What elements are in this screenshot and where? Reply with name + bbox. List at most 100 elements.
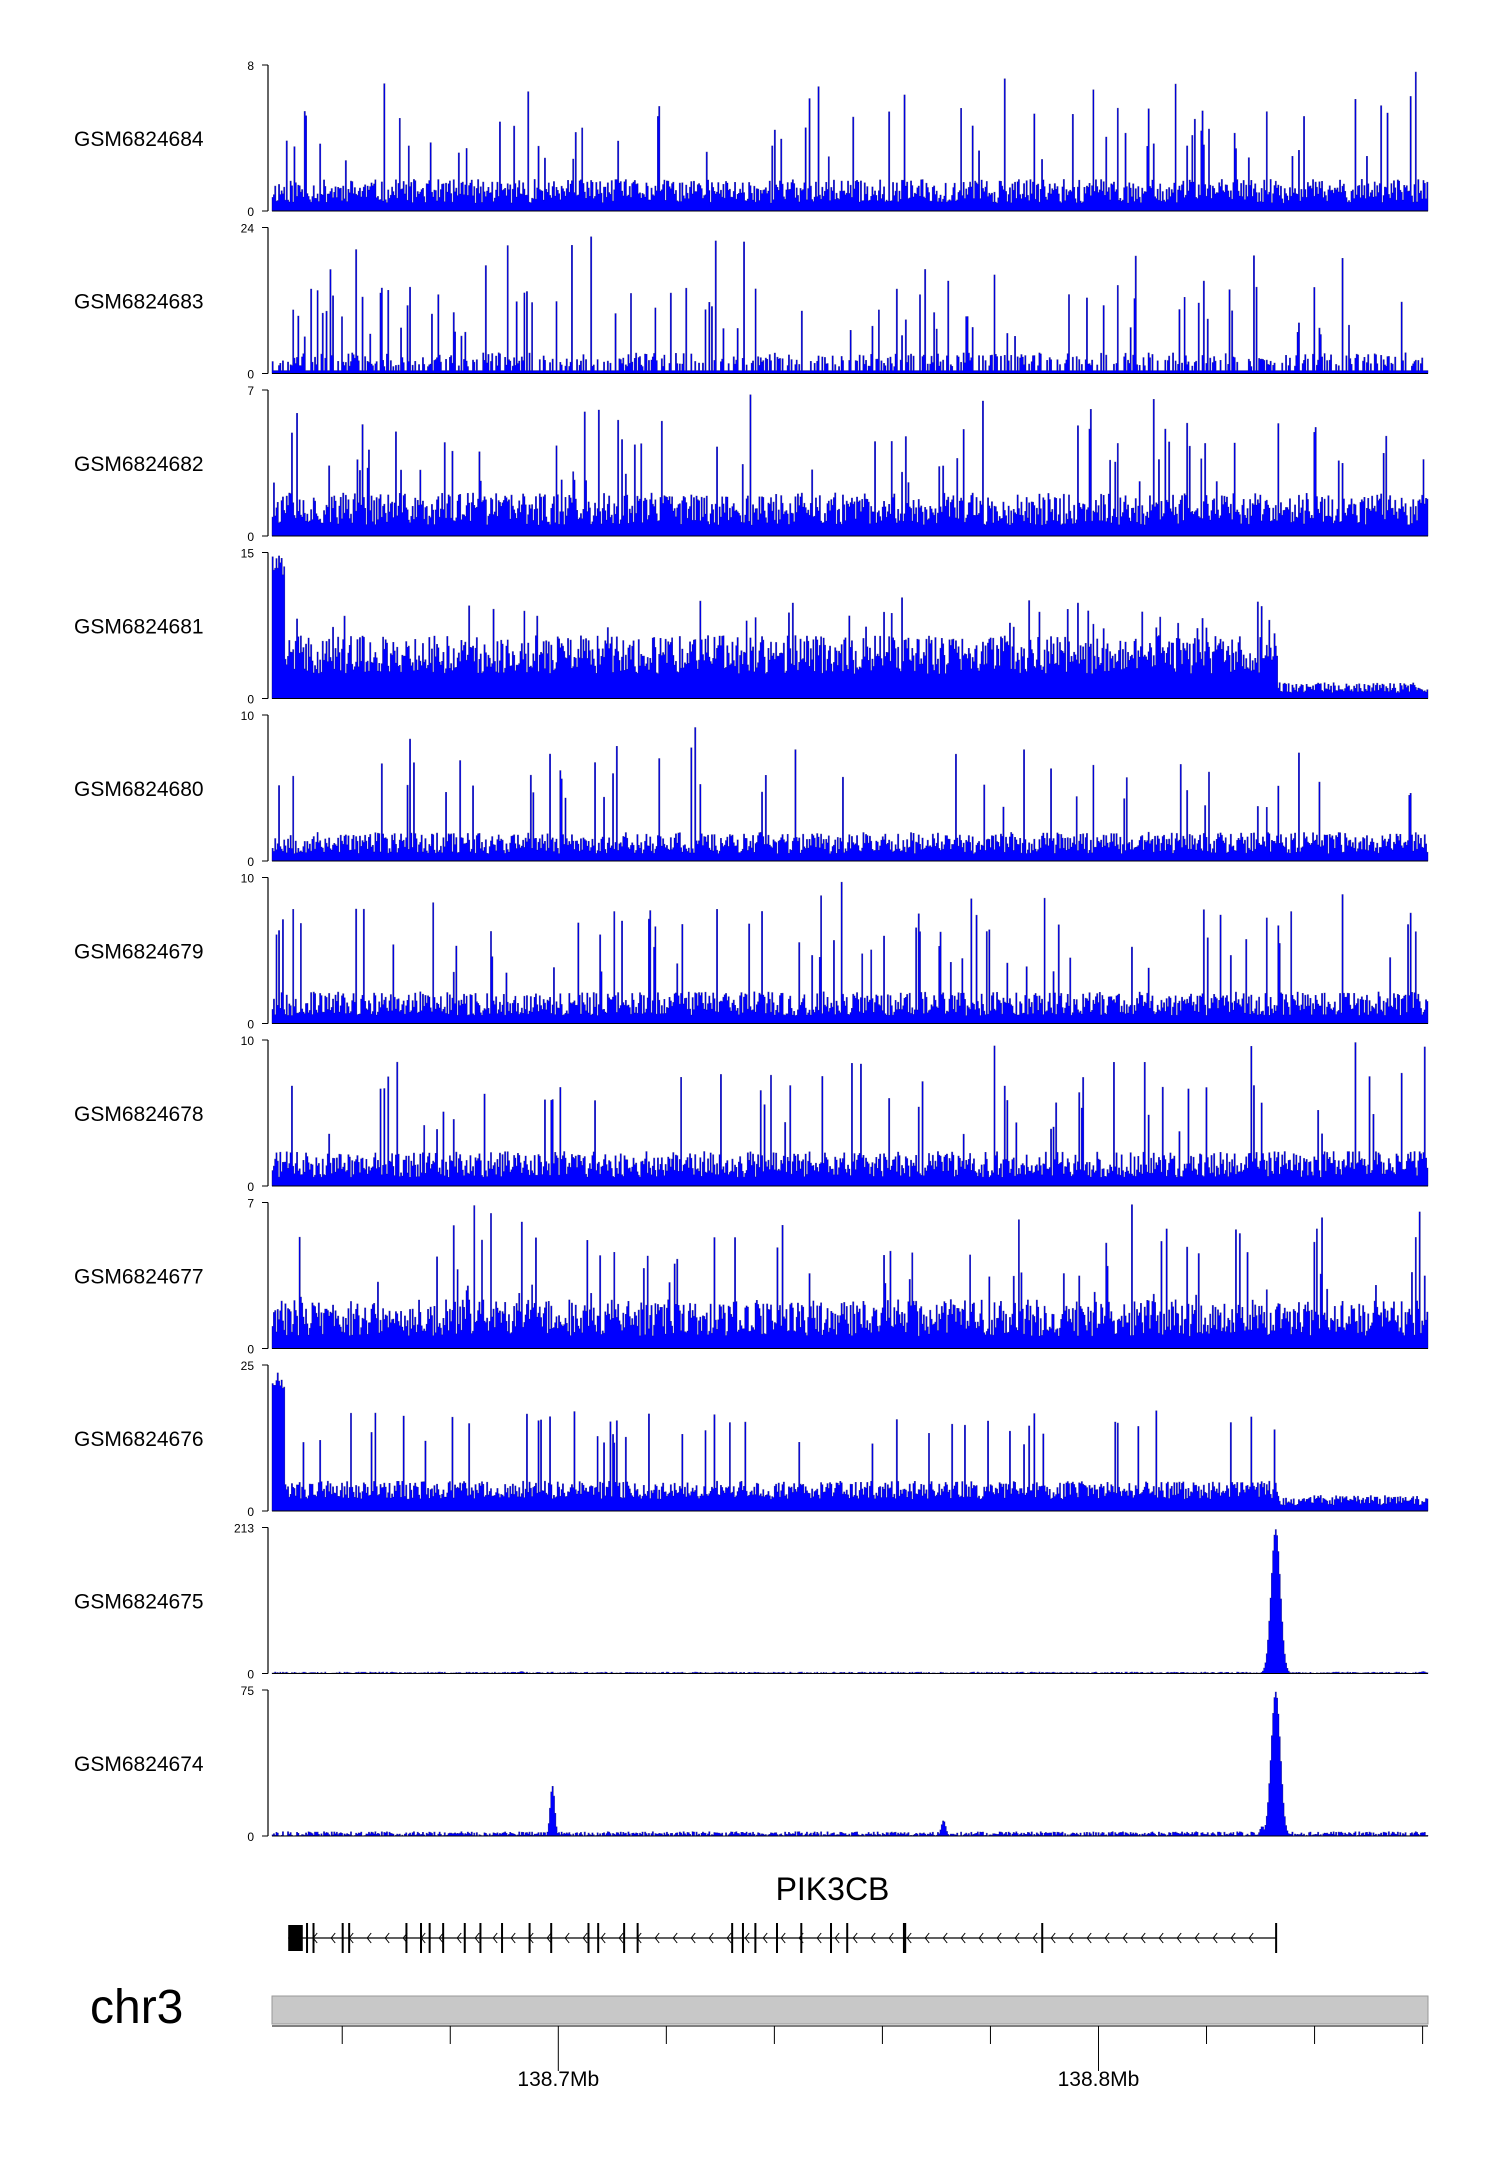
strand-arrow bbox=[474, 1932, 480, 1944]
strand-arrow bbox=[834, 1932, 840, 1944]
gene-exon bbox=[623, 1923, 626, 1953]
gene-exon bbox=[597, 1923, 600, 1953]
strand-arrow bbox=[888, 1932, 894, 1944]
strand-arrow bbox=[510, 1932, 516, 1944]
y-min-label: 0 bbox=[247, 368, 254, 382]
gene-exon bbox=[501, 1923, 504, 1953]
gene-exon bbox=[428, 1923, 431, 1953]
y-min-label: 0 bbox=[247, 1018, 254, 1032]
gene-annotation-track: PIK3CB bbox=[288, 1871, 1278, 1953]
gene-exon bbox=[587, 1923, 590, 1953]
strand-arrow bbox=[816, 1932, 822, 1944]
strand-arrow bbox=[1176, 1932, 1182, 1944]
track-GSM6824674: GSM6824674 75 0 bbox=[74, 1684, 1429, 1844]
genomic-x-axis: 138.7Mb 138.8Mb bbox=[272, 2025, 1428, 2091]
strand-arrow bbox=[582, 1932, 588, 1944]
track-label: GSM6824675 bbox=[74, 1591, 204, 1614]
strand-arrow bbox=[366, 1932, 372, 1944]
strand-arrow bbox=[492, 1932, 498, 1944]
strand-arrow bbox=[960, 1932, 966, 1944]
y-max-label: 7 bbox=[247, 1197, 254, 1211]
coverage-tracks: GSM682468480GSM6824683240GSM682468270GSM… bbox=[74, 59, 1429, 1844]
gene-exon bbox=[420, 1923, 423, 1953]
strand-arrow bbox=[780, 1932, 786, 1944]
track-GSM6824675: GSM6824675 213 0 bbox=[74, 1522, 1429, 1682]
x-tick-label: 138.8Mb bbox=[1058, 2068, 1140, 2091]
strand-arrow bbox=[978, 1932, 984, 1944]
gene-exon bbox=[902, 1923, 907, 1953]
gene-exon bbox=[741, 1923, 744, 1953]
y-min-label: 0 bbox=[247, 693, 254, 707]
gene-exon bbox=[830, 1923, 833, 1953]
strand-arrow bbox=[438, 1932, 444, 1944]
coverage-area bbox=[271, 727, 1429, 862]
chromosome-track: chr3 bbox=[90, 1981, 1429, 2034]
gene-exon bbox=[775, 1923, 778, 1953]
track-label: GSM6824684 bbox=[74, 128, 204, 151]
y-max-label: 8 bbox=[247, 59, 254, 73]
gene-exon bbox=[636, 1923, 639, 1953]
strand-arrow bbox=[546, 1932, 552, 1944]
track-label: GSM6824676 bbox=[74, 1428, 204, 1451]
coverage-area bbox=[271, 394, 1429, 537]
coverage-area bbox=[271, 71, 1429, 212]
strand-arrow bbox=[1068, 1932, 1074, 1944]
track-GSM6824677: GSM6824677 7 0 bbox=[74, 1197, 1429, 1357]
y-max-label: 25 bbox=[241, 1359, 255, 1373]
y-max-label: 24 bbox=[241, 222, 255, 236]
strand-arrow bbox=[1230, 1932, 1236, 1944]
y-max-label: 75 bbox=[241, 1684, 255, 1698]
strand-arrow bbox=[1194, 1932, 1200, 1944]
gene-exon bbox=[754, 1923, 757, 1953]
track-label: GSM6824678 bbox=[74, 1103, 204, 1126]
strand-arrow bbox=[672, 1932, 678, 1944]
gene-exon bbox=[1275, 1923, 1278, 1953]
y-max-label: 7 bbox=[247, 384, 254, 398]
track-label: GSM6824680 bbox=[74, 778, 204, 801]
strand-arrow bbox=[762, 1932, 768, 1944]
strand-arrow bbox=[942, 1932, 948, 1944]
gene-exon bbox=[1041, 1923, 1044, 1953]
strand-arrow bbox=[384, 1932, 390, 1944]
strand-arrow bbox=[924, 1932, 930, 1944]
coverage-area bbox=[271, 1529, 1429, 1674]
strand-arrow bbox=[870, 1932, 876, 1944]
strand-arrow bbox=[1014, 1932, 1020, 1944]
track-GSM6824680: GSM6824680 10 0 bbox=[74, 709, 1429, 869]
y-min-label: 0 bbox=[247, 1180, 254, 1194]
strand-arrow bbox=[1086, 1932, 1092, 1944]
strand-arrow bbox=[1140, 1932, 1146, 1944]
gene-exon bbox=[479, 1923, 482, 1953]
strand-arrow bbox=[1050, 1932, 1056, 1944]
gene-exon bbox=[341, 1923, 344, 1953]
track-GSM6824681: GSM6824681 15 0 bbox=[74, 547, 1429, 707]
strand-arrow bbox=[852, 1932, 858, 1944]
y-max-label: 10 bbox=[241, 1034, 255, 1048]
coverage-area bbox=[271, 1691, 1429, 1837]
y-max-label: 10 bbox=[241, 709, 255, 723]
track-GSM6824682: GSM6824682 7 0 bbox=[74, 384, 1429, 544]
y-max-label: 213 bbox=[234, 1522, 254, 1536]
coverage-area bbox=[271, 555, 1429, 699]
x-tick-label: 138.7Mb bbox=[517, 2068, 599, 2091]
strand-arrow bbox=[1158, 1932, 1164, 1944]
strand-arrow bbox=[1104, 1932, 1110, 1944]
strand-arrow bbox=[330, 1932, 336, 1944]
strand-arrow bbox=[690, 1932, 696, 1944]
strand-arrow bbox=[906, 1932, 912, 1944]
gene-model bbox=[288, 1923, 1278, 1953]
strand-arrow bbox=[708, 1932, 714, 1944]
chromosome-ideogram-bar bbox=[271, 1995, 1429, 2025]
track-label: GSM6824674 bbox=[74, 1753, 204, 1776]
coverage-area bbox=[271, 1204, 1429, 1349]
strand-arrow bbox=[1248, 1932, 1254, 1944]
gene-exon bbox=[550, 1923, 553, 1953]
track-label: GSM6824681 bbox=[74, 616, 204, 639]
gene-exon bbox=[306, 1923, 309, 1953]
coverage-area bbox=[271, 1042, 1429, 1187]
strand-arrow bbox=[600, 1932, 606, 1944]
y-min-label: 0 bbox=[247, 1668, 254, 1682]
y-min-label: 0 bbox=[247, 855, 254, 869]
track-GSM6824678: GSM6824678 10 0 bbox=[74, 1034, 1429, 1194]
gene-exon bbox=[800, 1923, 803, 1953]
